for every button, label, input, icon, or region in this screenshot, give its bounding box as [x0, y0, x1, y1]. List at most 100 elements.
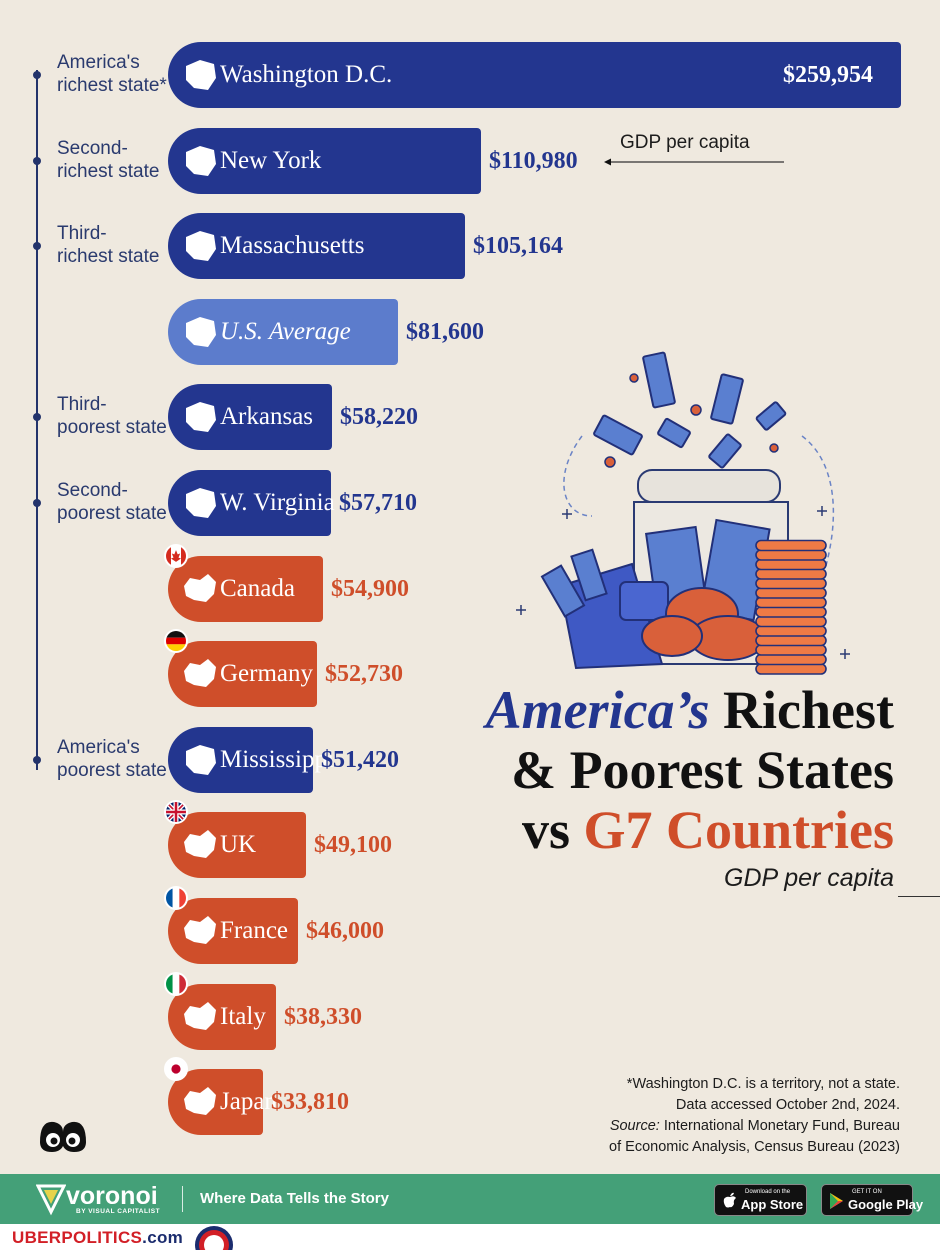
- bar-uk: UK: [168, 812, 306, 878]
- title-line-1: America’s Richest: [434, 680, 894, 740]
- row-label-w-virginia: Second-poorest state: [57, 479, 167, 525]
- google-play-icon: [830, 1193, 843, 1209]
- value-label-arkansas: $58,220: [340, 404, 418, 430]
- value-label-w-virginia: $57,710: [339, 490, 417, 516]
- uk-map-icon: [184, 830, 216, 858]
- row-label-line: Third-: [57, 394, 107, 415]
- bar-arkansas: Arkansas: [168, 384, 332, 450]
- voronoi-logo-icon[interactable]: [36, 1180, 66, 1216]
- footer-tagline: Where Data Tells the Story: [200, 1190, 389, 1207]
- bar-washington-d-c: Washington D.C.: [168, 42, 901, 108]
- row-label-washington-d-c: America's richest state*: [57, 51, 167, 97]
- row-label-line: Second-: [57, 138, 128, 159]
- bar-canada: Canada: [168, 556, 323, 622]
- bar-w-virginia: W. Virginia: [168, 470, 335, 536]
- timeline-dot: [33, 756, 41, 764]
- note-source: Source: International Monetary Fund, Bur…: [570, 1116, 900, 1137]
- arkansas-map-icon: [186, 402, 216, 432]
- bar-label-japan: Japan: [220, 1088, 277, 1115]
- germany-flag-icon: [164, 629, 188, 653]
- footer-divider: [182, 1186, 183, 1212]
- bar-u-s-average: U.S. Average: [168, 299, 398, 365]
- site-logo-icon: [195, 1226, 233, 1250]
- money-jar-illustration: [516, 351, 850, 675]
- apple-icon: [723, 1192, 736, 1208]
- voronoi-brand[interactable]: voronoi: [66, 1182, 158, 1210]
- title-richest: Richest: [723, 680, 894, 740]
- row-label-line: poorest state: [57, 503, 167, 524]
- timeline-dot: [33, 157, 41, 165]
- bar-label-france: France: [220, 917, 289, 944]
- source-text: International Monetary Fund, Bureau: [659, 1118, 900, 1134]
- japan-map-icon: [184, 1087, 216, 1115]
- title-line-2: & Poorest States: [511, 740, 894, 800]
- row-label-line: richest state*: [57, 75, 167, 96]
- title-line-3: vs G7 Countries: [434, 800, 894, 860]
- timeline-dot: [33, 413, 41, 421]
- bar-label-italy: Italy: [220, 1003, 266, 1030]
- new-york-map-icon: [186, 146, 216, 176]
- visual-capitalist-logo-icon: [40, 1121, 86, 1152]
- value-label-france: $46,000: [306, 918, 384, 944]
- massachusetts-map-icon: [186, 231, 216, 261]
- uk-flag-icon: [164, 800, 188, 824]
- italy-map-icon: [184, 1002, 216, 1030]
- italy-flag-icon: [164, 972, 188, 996]
- title-vs: vs: [521, 800, 570, 860]
- row-label-arkansas: Third-poorest state: [57, 393, 167, 439]
- chart-title: America’s Richest & Poorest States vs G7…: [434, 680, 894, 893]
- google-play-small: GET IT ON: [852, 1189, 882, 1195]
- app-store-label: App Store: [741, 1197, 804, 1212]
- note-footnote: *Washington D.C. is a territory, not a s…: [626, 1076, 900, 1092]
- chart-notes: *Washington D.C. is a territory, not a s…: [570, 1074, 900, 1158]
- app-store-button[interactable]: Download on the App Store: [714, 1184, 807, 1216]
- bar-germany: Germany: [168, 641, 317, 707]
- value-label-mississippi: $51,420: [321, 747, 399, 773]
- row-label-line: Third-: [57, 223, 107, 244]
- japan-flag-icon: [164, 1057, 188, 1081]
- row-label-line: poorest state: [57, 417, 167, 438]
- timeline-dot: [33, 499, 41, 507]
- value-label-uk: $49,100: [314, 832, 392, 858]
- row-label-massachusetts: Third-richest state: [57, 222, 167, 268]
- bar-label-washington-d-c: Washington D.C.: [220, 61, 393, 88]
- bar-italy: Italy: [168, 984, 276, 1050]
- timeline-dot: [33, 242, 41, 250]
- voronoi-brand-sub: BY VISUAL CAPITALIST: [76, 1208, 161, 1215]
- value-label-massachusetts: $105,164: [473, 233, 563, 259]
- value-label-japan: $33,810: [271, 1089, 349, 1115]
- bar-japan: Japan: [168, 1069, 277, 1135]
- value-label-italy: $38,330: [284, 1004, 362, 1030]
- subtitle-rule: [898, 896, 940, 897]
- row-label-line: Second-: [57, 480, 128, 501]
- canada-flag-icon: [164, 544, 188, 568]
- row-label-mississippi: America's poorest state: [57, 736, 167, 782]
- row-label-line: richest state: [57, 161, 160, 182]
- google-play-label: Google Play: [848, 1197, 924, 1212]
- note-source-cont: of Economic Analysis, Census Bureau (202…: [609, 1139, 900, 1155]
- bar-label-massachusetts: Massachusetts: [220, 232, 365, 259]
- gdp-annotation: GDP per capita: [620, 132, 750, 153]
- row-label-new-york: Second-richest state: [57, 137, 167, 183]
- site-watermark[interactable]: UBERPOLITICS.com: [12, 1228, 183, 1248]
- france-map-icon: [184, 916, 216, 944]
- bar-label-w-virginia: W. Virginia: [220, 489, 335, 516]
- app-store-small: Download on the: [745, 1189, 791, 1195]
- title-america: America’s: [485, 680, 710, 740]
- bar-label-mississippi: Mississippi: [220, 746, 334, 773]
- bar-label-canada: Canada: [220, 575, 295, 602]
- chart-subtitle: GDP per capita: [724, 864, 894, 892]
- bar-new-york: New York: [168, 128, 481, 194]
- bar-label-arkansas: Arkansas: [220, 403, 314, 430]
- annotation-arrow-icon: [604, 158, 784, 166]
- germany-map-icon: [184, 659, 216, 687]
- bottom-strip: [0, 1224, 940, 1250]
- source-label: Source:: [609, 1118, 660, 1134]
- mississippi-map-icon: [186, 745, 216, 775]
- bar-mississippi: Mississippi: [168, 727, 334, 793]
- google-play-button[interactable]: GET IT ON Google Play: [821, 1184, 923, 1216]
- note-data-accessed: Data accessed October 2nd, 2024.: [675, 1097, 900, 1113]
- bar-massachusetts: Massachusetts: [168, 213, 465, 279]
- canada-map-icon: [184, 574, 216, 602]
